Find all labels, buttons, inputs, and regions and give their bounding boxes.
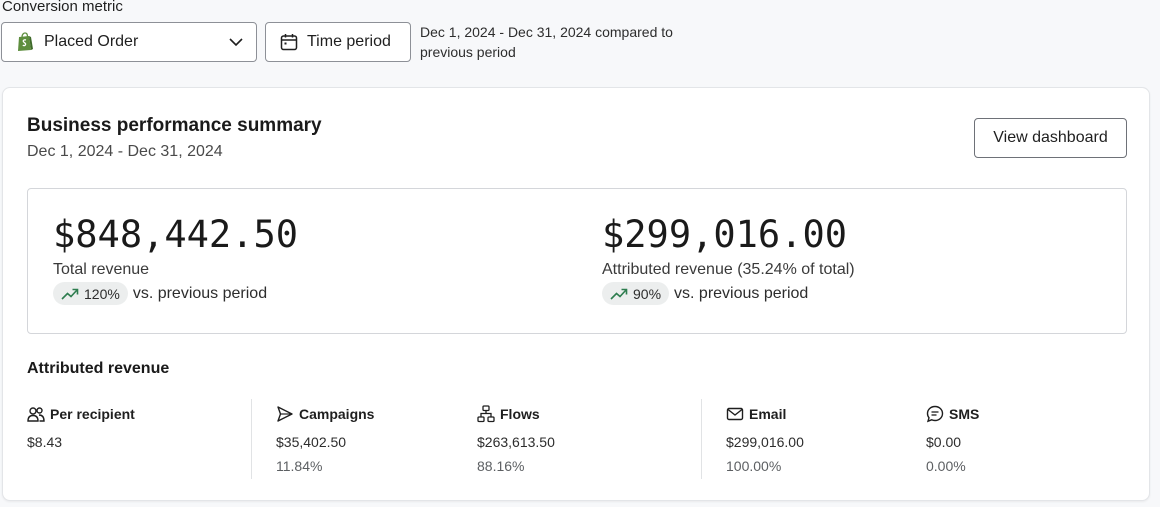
campaigns-value: $35,402.50	[276, 434, 347, 450]
chevron-down-icon	[228, 34, 244, 50]
total-revenue-kpi: $848,442.50 Total revenue 120% vs. previ…	[53, 213, 298, 305]
trend-up-icon	[61, 287, 79, 301]
time-period-button[interactable]: Time period	[265, 22, 411, 62]
attributed-revenue-change: 90%	[633, 285, 662, 302]
comparison-range-text: Dec 1, 2024 - Dec 31, 2024 compared to p…	[420, 24, 673, 60]
card-title: Business performance summary	[27, 115, 322, 136]
sms-value: $0.00	[926, 434, 962, 450]
per-recipient-metric: Per recipient $8.43	[27, 405, 135, 450]
email-value: $299,016.00	[726, 434, 804, 450]
sms-metric: SMS $0.00 0.00%	[926, 405, 979, 474]
sms-percent: 0.00%	[926, 458, 966, 474]
recipients-icon	[27, 405, 45, 423]
email-icon	[726, 405, 744, 423]
total-revenue-value: $848,442.50	[53, 213, 299, 256]
selected-metric: Placed Order	[44, 33, 139, 50]
divider	[251, 399, 252, 479]
flows-value: $263,613.50	[477, 434, 555, 450]
total-revenue-label: Total revenue	[53, 261, 150, 278]
campaigns-percent: 11.84%	[276, 458, 323, 474]
campaigns-label: Campaigns	[299, 406, 375, 422]
total-revenue-change-badge: 120%	[53, 282, 128, 305]
conversion-metric-select[interactable]: Placed Order	[1, 22, 257, 62]
view-dashboard-button[interactable]: View dashboard	[974, 118, 1127, 158]
attributed-revenue-heading: Attributed revenue	[27, 360, 170, 377]
conversion-metric-label: Conversion metric	[2, 0, 123, 15]
flows-percent: 88.16%	[477, 458, 525, 474]
attributed-revenue-value: $299,016.00	[602, 213, 848, 256]
email-metric: Email $299,016.00 100.00%	[726, 405, 804, 474]
card-date-range: Dec 1, 2024 - Dec 31, 2024	[27, 143, 223, 160]
total-revenue-compare: vs. previous period	[132, 284, 268, 302]
divider	[701, 399, 702, 479]
trend-up-icon	[610, 287, 628, 301]
flows-icon	[477, 405, 495, 423]
attributed-revenue-kpi: $299,016.00 Attributed revenue (35.24% o…	[602, 213, 855, 305]
revenue-summary-box: $848,442.50 Total revenue 120% vs. previ…	[27, 188, 1127, 334]
calendar-icon	[280, 33, 298, 51]
attributed-revenue-change-badge: 90%	[602, 282, 670, 305]
time-period-label: Time period	[307, 33, 391, 50]
campaigns-metric: Campaigns $35,402.50 11.84%	[276, 405, 374, 474]
sms-label: SMS	[949, 406, 980, 422]
attributed-revenue-label: Attributed revenue (35.24% of total)	[602, 261, 855, 278]
per-recipient-label: Per recipient	[50, 406, 135, 422]
sms-icon	[926, 405, 944, 423]
email-percent: 100.00%	[726, 458, 782, 474]
attributed-revenue-compare: vs. previous period	[674, 284, 809, 302]
email-label: Email	[749, 406, 787, 422]
business-performance-card: Business performance summary Dec 1, 2024…	[2, 87, 1150, 501]
shopify-icon	[16, 32, 34, 52]
send-icon	[276, 405, 294, 423]
flows-metric: Flows $263,613.50 88.16%	[477, 405, 555, 474]
flows-label: Flows	[500, 406, 540, 422]
total-revenue-change: 120%	[84, 285, 120, 302]
per-recipient-value: $8.43	[27, 434, 63, 450]
